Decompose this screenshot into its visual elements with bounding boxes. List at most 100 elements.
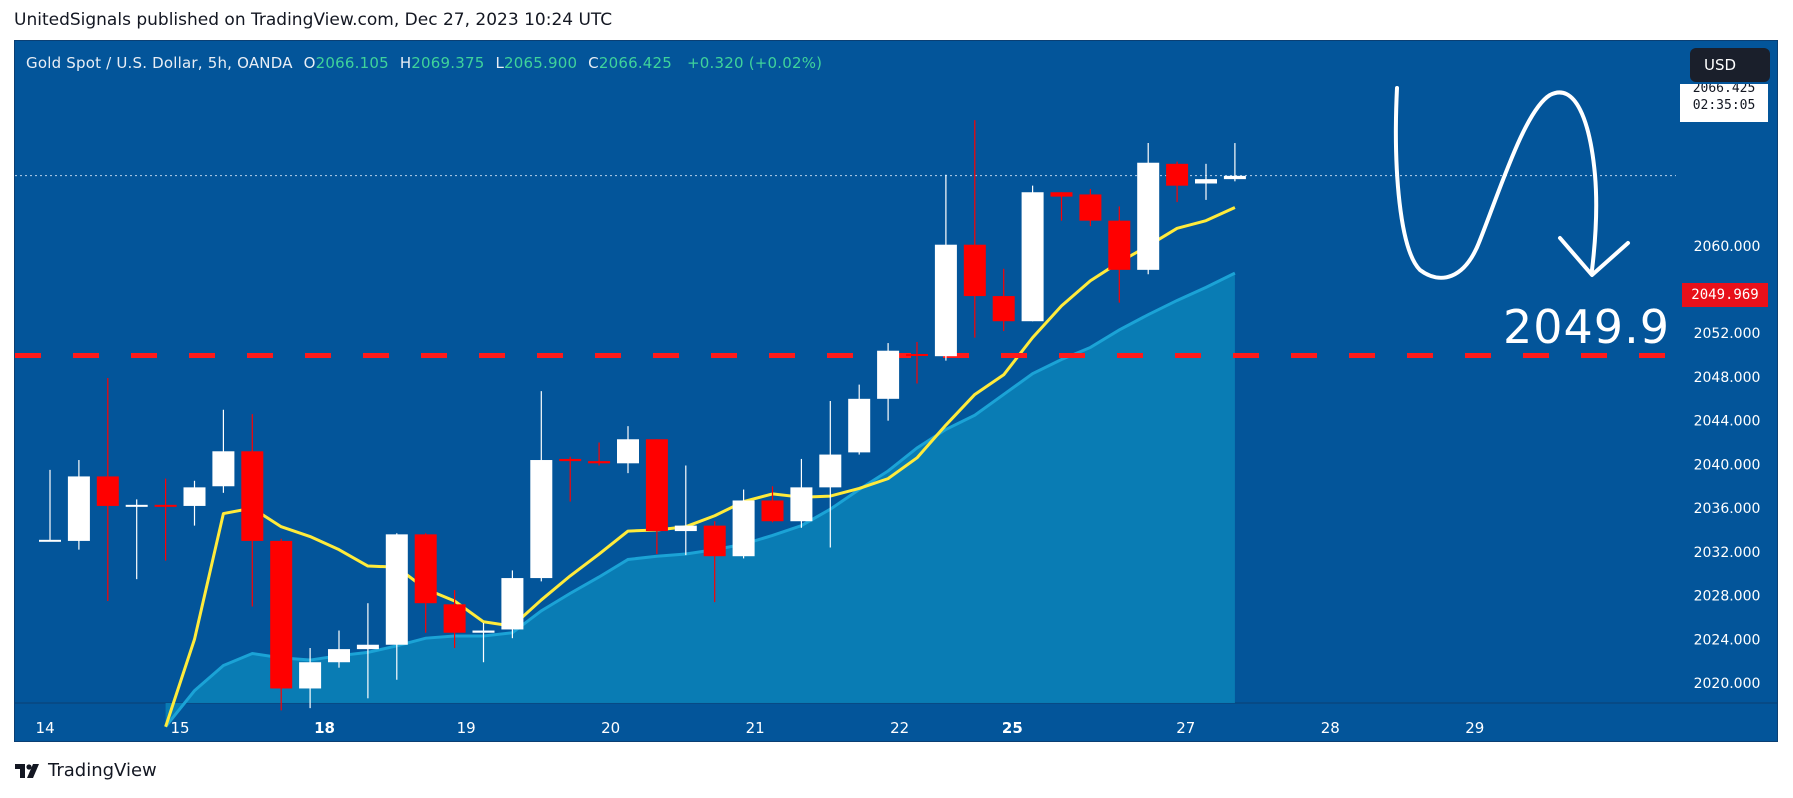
x-tick-label: 20 (601, 719, 620, 737)
candle[interactable] (299, 648, 322, 709)
tradingview-logo-icon (15, 763, 39, 778)
published-header: UnitedSignals published on TradingView.c… (14, 10, 613, 30)
candle-body (183, 487, 206, 506)
candle[interactable] (385, 533, 408, 680)
y-tick-label: 2044.000 (1694, 414, 1761, 430)
candle[interactable] (588, 442, 611, 466)
candle[interactable] (790, 458, 813, 528)
last-price-label: 2066.425 02:35:05 (1680, 84, 1768, 122)
candle-body (96, 476, 119, 506)
candle[interactable] (617, 426, 639, 474)
candle-body (906, 354, 928, 357)
candle[interactable] (356, 603, 379, 699)
candle[interactable] (963, 120, 986, 338)
tradingview-footer[interactable]: TradingView (14, 760, 157, 781)
area-series-fill (165, 273, 1235, 727)
candle[interactable] (67, 460, 90, 550)
y-tick-label: 2028.000 (1694, 589, 1761, 605)
candle[interactable] (39, 469, 61, 542)
candle-body (385, 534, 408, 645)
candle[interactable] (674, 465, 697, 556)
x-tick-label: 27 (1176, 719, 1195, 737)
candle-body (125, 504, 148, 507)
y-tick-label: 2024.000 (1694, 632, 1761, 648)
candle-body (559, 458, 582, 462)
candle[interactable] (1050, 192, 1073, 221)
candle-body (819, 454, 842, 488)
candle-body (270, 540, 293, 689)
candle[interactable] (530, 391, 553, 582)
projection-wave-drawing (1393, 86, 1599, 280)
candle-body (588, 461, 611, 464)
candle-body (241, 451, 264, 541)
candle[interactable] (1166, 161, 1189, 203)
candle[interactable] (934, 174, 957, 361)
candle[interactable] (154, 478, 177, 561)
candle[interactable] (241, 414, 264, 607)
candle[interactable] (328, 630, 350, 668)
candle-body (703, 525, 726, 557)
candle-body (645, 439, 668, 532)
price-scale-background (1676, 41, 1777, 701)
x-tick-label: 18 (314, 719, 335, 737)
candle[interactable] (1079, 188, 1102, 227)
candle[interactable] (443, 590, 466, 649)
currency-button[interactable]: USD (1690, 48, 1770, 82)
candle-body (1137, 162, 1160, 270)
candle-body (1021, 192, 1044, 322)
candle[interactable] (703, 521, 726, 603)
candle[interactable] (501, 570, 524, 639)
candle[interactable] (559, 456, 582, 502)
y-tick-label: 2032.000 (1694, 545, 1761, 561)
x-tick-label: 25 (1002, 719, 1023, 737)
candle-body (212, 451, 235, 487)
candle-body (1195, 179, 1217, 184)
candle[interactable] (819, 401, 842, 548)
candle[interactable] (906, 341, 928, 384)
candle-body (1079, 194, 1102, 221)
candle[interactable] (1137, 143, 1160, 275)
candle-body (992, 296, 1015, 322)
change-value: +0.320 (+0.02%) (687, 54, 823, 72)
symbol-name: Gold Spot / U.S. Dollar, 5h, OANDA (26, 54, 293, 72)
candle[interactable] (472, 622, 495, 663)
candle[interactable] (877, 343, 900, 421)
moving-average-line (164, 206, 1236, 728)
candle[interactable] (1223, 143, 1246, 182)
close-value: 2066.425 (598, 54, 673, 72)
candle-body (414, 534, 437, 604)
x-tick-label: 22 (890, 719, 909, 737)
candle[interactable] (1021, 185, 1044, 322)
candle[interactable] (645, 439, 668, 555)
candle[interactable] (732, 489, 755, 559)
candle[interactable] (125, 499, 148, 580)
target-price-badge: 2049.969 (1682, 283, 1768, 307)
y-tick-label: 2048.000 (1694, 370, 1761, 386)
candle[interactable] (183, 480, 206, 526)
candle-body (328, 649, 350, 663)
candle-body (1223, 175, 1246, 180)
candle[interactable] (1195, 163, 1217, 200)
candle[interactable] (414, 533, 437, 633)
candle-body (443, 604, 466, 633)
candle[interactable] (761, 486, 784, 523)
candle-body (1050, 192, 1073, 197)
candle[interactable] (848, 384, 871, 455)
y-tick-label: 2052.000 (1694, 326, 1761, 342)
y-tick-label: 2060.000 (1694, 239, 1761, 255)
candle[interactable] (1108, 206, 1131, 303)
price-chart[interactable]: 2020.000 2024.000 2028.000 2032.000 2036.000… (0, 0, 1793, 760)
x-tick-label: 14 (36, 719, 55, 737)
candle[interactable] (96, 378, 119, 602)
candle-body (67, 476, 90, 541)
x-tick-label: 28 (1321, 719, 1340, 737)
candle[interactable] (992, 268, 1015, 332)
candle[interactable] (270, 538, 293, 711)
candle[interactable] (212, 409, 235, 493)
open-label: O (303, 54, 316, 72)
candle-body (761, 500, 784, 522)
candle-body (963, 244, 986, 297)
high-label: H (399, 54, 412, 72)
close-label: C (588, 54, 599, 72)
candle-body (732, 500, 755, 557)
